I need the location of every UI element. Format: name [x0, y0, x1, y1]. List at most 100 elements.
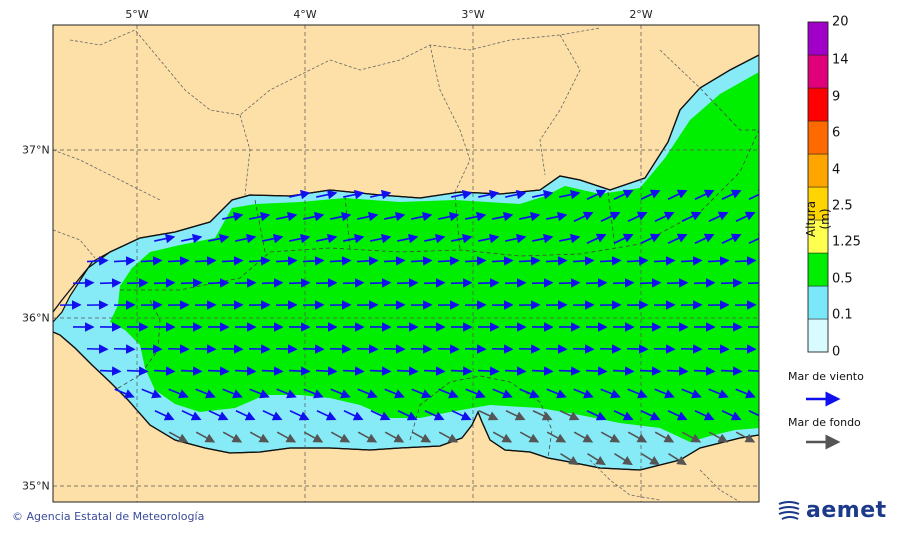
wind-sea-arrow	[694, 189, 715, 200]
colorbar-label: 0	[832, 344, 841, 360]
wind-sea-arrow	[154, 233, 176, 244]
wind-sea-arrow	[492, 211, 514, 222]
wind-sea-arrow	[720, 278, 743, 288]
wind-sea-arrow	[599, 344, 622, 354]
wind-sea-arrow	[519, 211, 541, 222]
wind-sea-arrow	[234, 278, 257, 288]
wind-sea-arrow	[315, 278, 338, 288]
wind-sea-arrow	[505, 189, 527, 200]
wind-sea-arrow	[248, 256, 271, 266]
swell-arrow	[560, 453, 579, 466]
wind-sea-arrow	[194, 256, 217, 266]
wind-sea-arrow	[411, 388, 432, 399]
map-frame	[52, 24, 760, 503]
swell-legend-label: Mar de fondo	[788, 416, 861, 429]
wind-sea-arrow	[424, 410, 445, 421]
wind-sea-arrow	[545, 256, 568, 266]
wind-sea-arrow	[383, 256, 406, 266]
wind-sea-arrow	[330, 211, 352, 222]
swell-arrow	[559, 410, 580, 421]
wind-sea-arrow	[600, 211, 621, 222]
wind-sea-arrow	[654, 211, 675, 222]
wind-sea-arrow	[667, 233, 688, 244]
wind-sea-arrow	[559, 189, 581, 200]
wind-sea-arrow	[585, 278, 608, 288]
wind-sea-arrow	[248, 344, 271, 354]
swell-arrow	[330, 431, 351, 443]
colorbar-segment	[807, 252, 829, 287]
wind-sea-arrow	[423, 278, 446, 288]
swell-arrow	[168, 431, 189, 443]
swell-arrow	[276, 431, 297, 443]
wind-sea-arrow	[424, 233, 446, 244]
lat-label-36n: 36°N	[22, 311, 50, 325]
wind-sea-arrow	[559, 233, 581, 244]
wind-sea-arrow	[180, 366, 203, 376]
wind-sea-arrow	[654, 388, 675, 399]
wind-sea-arrow	[167, 344, 190, 354]
wind-sea-arrow	[546, 211, 568, 222]
wind-sea-arrow	[181, 410, 202, 421]
wind-sea-arrow	[370, 189, 392, 200]
wind-sea-arrow	[748, 233, 759, 244]
wind-sea-arrow	[154, 410, 175, 421]
wind-sea-arrow	[302, 256, 325, 266]
swell-arrow	[492, 431, 513, 443]
wind-sea-arrow	[370, 233, 392, 244]
wind-sea-arrow	[748, 189, 759, 200]
colorbar-label: 0.1	[832, 307, 853, 323]
wind-sea-arrow	[222, 211, 244, 222]
wind-sea-arrow	[667, 189, 688, 200]
swell-arrow	[587, 453, 606, 466]
iberian-coast	[53, 54, 759, 313]
wind-sea-arrow	[99, 366, 122, 376]
wind-sea-arrow	[356, 344, 379, 354]
wind-sea-arrow	[477, 278, 500, 288]
wind-sea-arrow	[275, 344, 298, 354]
wind-sea-arrow	[586, 233, 607, 244]
wind-sea-arrow	[734, 256, 757, 266]
wind-sea-arrow	[438, 211, 460, 222]
wind-sea-arrow	[451, 410, 472, 421]
colorbar-segment	[807, 318, 829, 353]
swell-arrow	[438, 431, 459, 443]
wind-sea-arrow	[316, 233, 338, 244]
wind-sea-arrow	[626, 256, 649, 266]
wind-sea-arrow	[639, 366, 662, 376]
colorbar-label: 14	[832, 52, 849, 68]
lon-label-5w: 5°W	[125, 8, 149, 21]
wind-sea-arrow	[235, 410, 256, 421]
wind-sea-arrow	[194, 344, 217, 354]
wind-sea-arrow	[627, 388, 648, 399]
lon-label-4w: 4°W	[293, 8, 317, 21]
wind-sea-arrow	[303, 211, 325, 222]
wind-sea-arrow	[504, 278, 527, 288]
wind-sea-arrow	[235, 233, 257, 244]
wind-sea-legend-label: Mar de viento	[788, 370, 864, 383]
wind-sea-arrow	[126, 366, 149, 376]
wind-sea-arrow	[720, 366, 743, 376]
wind-sea-arrow	[275, 256, 298, 266]
wind-sea-arrow	[626, 344, 649, 354]
swell-arrow	[411, 431, 432, 443]
wind-sea-arrow	[140, 256, 163, 266]
maritime-zone-lines	[114, 87, 759, 459]
wind-sea-arrow	[410, 256, 433, 266]
colorbar-segment	[807, 54, 829, 89]
colorbar-title: Altura (m)	[804, 200, 832, 238]
swell-arrow	[600, 431, 621, 443]
wind-sea-arrow	[342, 278, 365, 288]
wind-sea-arrow	[666, 366, 689, 376]
colorbar-segment	[807, 285, 829, 320]
wind-sea-arrow	[707, 344, 730, 354]
wind-sea-arrow	[531, 366, 554, 376]
wind-sea-arrow	[356, 256, 379, 266]
wind-sea-arrow	[653, 344, 676, 354]
colorbar-segment	[807, 21, 829, 56]
wind-sea-arrow	[465, 388, 486, 399]
wind-sea-arrow	[694, 233, 715, 244]
swell-arrow	[532, 410, 553, 421]
wind-sea-arrow	[221, 256, 244, 266]
wind-sea-arrow	[491, 256, 514, 266]
wind-sea-arrow	[249, 388, 270, 399]
